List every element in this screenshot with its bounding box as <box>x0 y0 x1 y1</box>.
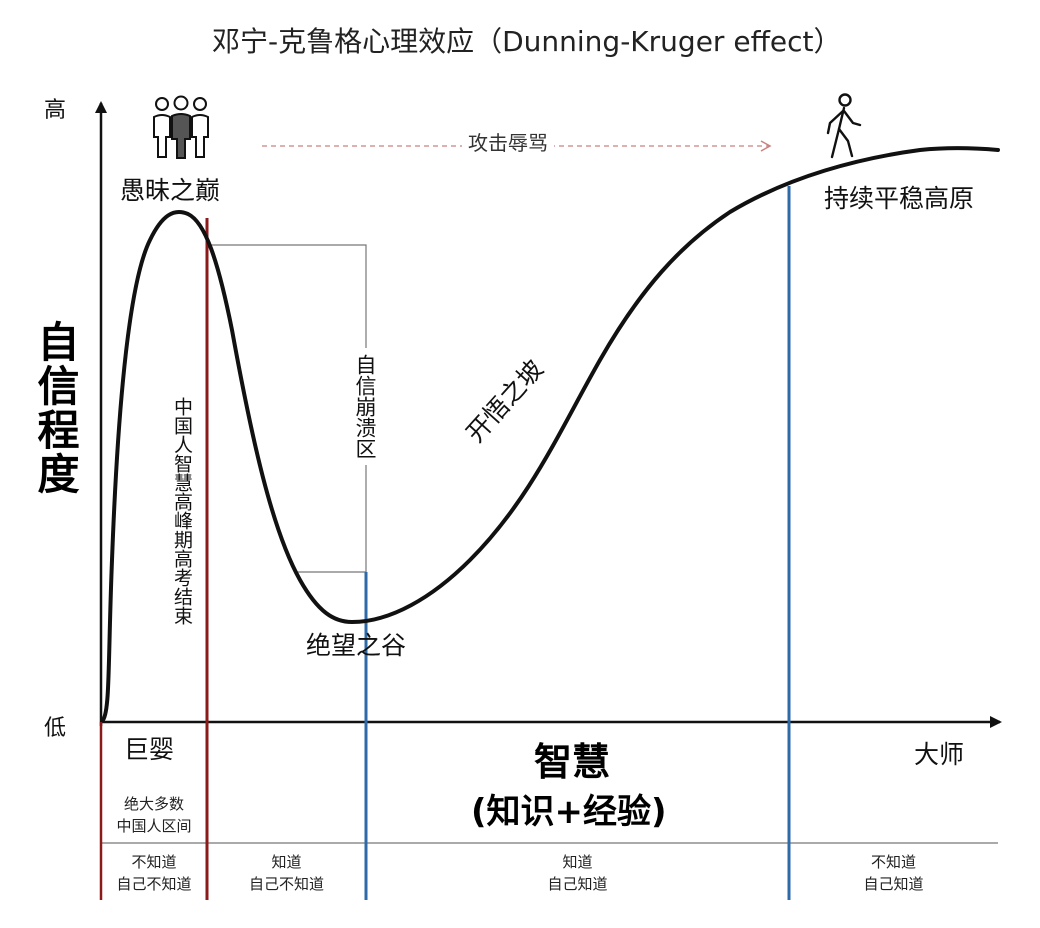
zone-line2: 自己知道 <box>863 875 924 893</box>
plateau-label: 持续平稳高原 <box>824 184 975 213</box>
x-axis-end-label: 大师 <box>914 740 965 769</box>
crash-zone-label: 自信崩溃区 <box>353 348 377 465</box>
zone-line1: 知道 <box>271 853 302 871</box>
zone-line2: 自己知道 <box>547 875 608 893</box>
valley-label: 绝望之谷 <box>306 631 407 660</box>
majority-note-line1: 绝大多数 <box>123 795 184 813</box>
zone-cell: 知道 自己知道 <box>366 851 789 895</box>
peak-label: 愚昧之巅 <box>120 176 221 205</box>
crash-bracket <box>207 244 367 573</box>
zone-cell: 不知道 自己知道 <box>789 851 998 895</box>
confidence-curve <box>101 146 1000 722</box>
y-axis-high-label: 高 <box>44 98 67 123</box>
x-axis-subtitle: (知识+经验) <box>471 792 667 832</box>
x-axis-title: 智慧 <box>534 740 611 784</box>
zone-line2: 自己不知道 <box>116 875 192 893</box>
exam-peak-label: 中国人智慧高峰期高考结束 <box>171 393 193 629</box>
y-axis-title: 自信程度 <box>31 320 80 496</box>
x-axis-start-label: 巨婴 <box>124 735 175 764</box>
zone-line1: 不知道 <box>870 853 916 871</box>
zone-line1: 知道 <box>562 853 593 871</box>
zone-line2: 自己不知道 <box>248 875 324 893</box>
diagram-title: 邓宁-克鲁格心理效应（Dunning-Kruger effect） <box>212 25 842 58</box>
zone-line1: 不知道 <box>131 853 177 871</box>
majority-note-line2: 中国人区间 <box>116 817 192 835</box>
majority-note: 绝大多数 中国人区间 <box>101 793 207 837</box>
walking-person-icon <box>826 93 862 159</box>
attack-label: 攻击辱骂 <box>462 133 554 153</box>
zone-cell: 知道 自己不知道 <box>207 851 366 895</box>
zone-cell: 不知道 自己不知道 <box>101 851 207 895</box>
y-axis-low-label: 低 <box>44 716 67 741</box>
people-group-icon <box>153 95 209 159</box>
